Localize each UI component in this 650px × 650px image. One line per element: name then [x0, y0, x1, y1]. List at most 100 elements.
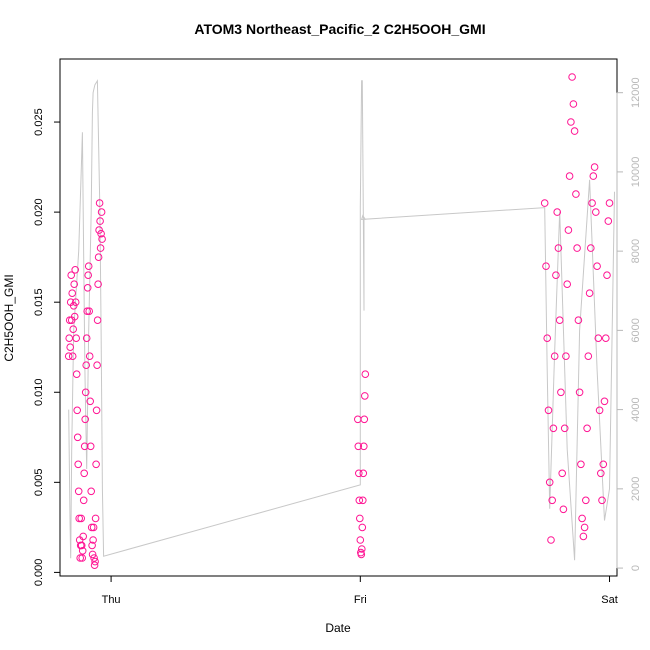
- altitude-line-layer: [68, 79, 615, 561]
- data-point: [545, 478, 554, 487]
- data-point: [93, 316, 102, 325]
- data-point: [557, 388, 565, 397]
- data-point: [570, 127, 579, 135]
- data-point: [569, 100, 578, 108]
- x-axis: Thu Fri Sat: [102, 575, 618, 606]
- data-point: [94, 253, 103, 262]
- y2-tick-label: 0: [630, 565, 642, 571]
- data-point: [80, 442, 89, 451]
- y2-tick-label: 8000: [630, 239, 642, 263]
- data-point: [360, 442, 368, 451]
- data-point: [96, 244, 105, 252]
- data-point: [604, 217, 613, 225]
- data-point: [81, 388, 90, 397]
- data-point: [542, 262, 550, 271]
- data-point: [88, 541, 96, 550]
- data-point: [580, 523, 589, 532]
- chart-title: ATOM3 Northeast_Pacific_2 C2H5OOH_GMI: [194, 21, 485, 37]
- data-point: [82, 334, 91, 343]
- data-point: [73, 406, 81, 415]
- data-point: [78, 554, 86, 562]
- y-tick-label: 0.000: [33, 559, 45, 587]
- data-point: [70, 312, 79, 321]
- data-point: [355, 469, 363, 478]
- data-point: [563, 280, 572, 289]
- data-point: [87, 523, 96, 532]
- data-point: [73, 433, 82, 442]
- data-point: [565, 172, 574, 180]
- data-point: [605, 199, 614, 207]
- data-point: [70, 280, 78, 289]
- data-point: [359, 469, 368, 478]
- data-points-layer: [64, 73, 614, 570]
- data-point: [585, 289, 594, 298]
- y-axis-left: 0.000 0.005 0.010 0.015 0.020 0.025: [33, 108, 61, 587]
- data-point: [559, 505, 568, 514]
- data-point: [67, 271, 75, 280]
- data-point: [357, 550, 366, 559]
- data-point: [92, 406, 101, 415]
- data-point: [553, 208, 562, 216]
- data-point: [72, 334, 80, 343]
- data-point: [66, 343, 74, 352]
- data-point: [595, 406, 604, 415]
- data-point: [77, 514, 85, 523]
- y-tick-label: 0.020: [33, 198, 45, 226]
- data-point: [71, 266, 79, 274]
- data-point: [83, 284, 92, 292]
- data-point: [552, 271, 560, 280]
- data-point: [69, 302, 78, 310]
- data-point: [84, 262, 93, 271]
- data-point: [599, 460, 608, 469]
- data-point: [90, 554, 98, 562]
- data-point: [359, 496, 367, 505]
- data-point: [572, 190, 580, 198]
- data-point: [77, 541, 86, 550]
- y2-tick-label: 2000: [630, 477, 642, 501]
- data-point: [590, 163, 599, 171]
- data-point: [548, 496, 557, 505]
- data-point: [582, 496, 590, 505]
- data-point: [78, 547, 87, 555]
- data-point: [575, 388, 584, 397]
- y-axis-right: 0 2000 4000 6000 8000 10000 12000: [616, 77, 642, 571]
- data-point: [79, 532, 87, 541]
- data-point: [98, 235, 106, 243]
- data-point: [547, 536, 555, 544]
- y2-tick-label: 12000: [630, 77, 642, 108]
- y2-tick-label: 4000: [630, 397, 642, 421]
- y-axis-title: C2H5OOH_GMI: [2, 274, 16, 361]
- data-point: [95, 199, 104, 207]
- data-point: [96, 217, 104, 225]
- data-point: [89, 536, 97, 544]
- data-point: [588, 199, 596, 207]
- x-tick-label: Thu: [102, 594, 121, 606]
- x-tick-label: Sat: [601, 594, 618, 606]
- y2-tick-label: 6000: [630, 318, 642, 342]
- data-point: [543, 334, 552, 343]
- data-point: [97, 229, 105, 238]
- data-point: [74, 460, 82, 469]
- data-point: [600, 397, 609, 406]
- data-point: [358, 545, 366, 553]
- data-point: [68, 352, 77, 361]
- data-point: [83, 307, 91, 316]
- data-point: [95, 226, 103, 234]
- data-point: [594, 334, 603, 343]
- data-point: [89, 523, 98, 532]
- data-point: [72, 370, 81, 379]
- y-tick-label: 0.025: [33, 108, 45, 136]
- data-point: [86, 442, 95, 451]
- data-point: [85, 307, 93, 316]
- data-point: [573, 244, 581, 252]
- altitude-line: [68, 79, 615, 561]
- data-point: [71, 298, 80, 307]
- data-point: [587, 244, 595, 252]
- data-point: [562, 352, 570, 361]
- data-point: [584, 352, 593, 361]
- data-point: [93, 361, 101, 370]
- data-point: [603, 271, 611, 280]
- data-point: [84, 271, 92, 280]
- data-point: [361, 392, 369, 400]
